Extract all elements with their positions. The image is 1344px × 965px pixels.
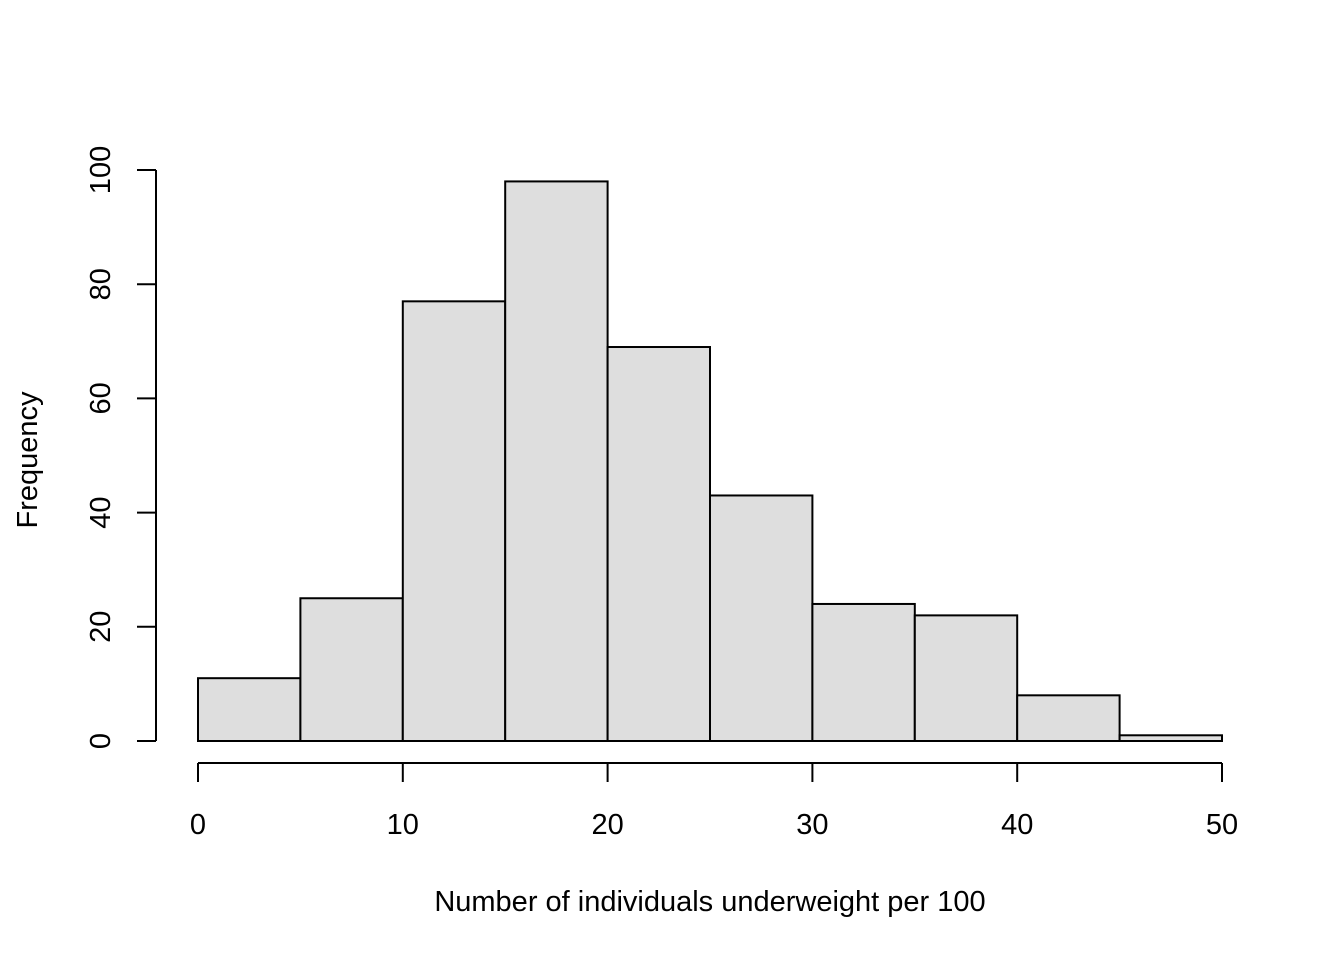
histogram-bars [197,180,1223,743]
histogram-bar-45-50 [1118,734,1223,742]
histogram-bar-0-5 [197,677,302,743]
x-tick-label: 0 [190,809,206,841]
x-axis-title: Number of individuals underweight per 10… [434,886,985,918]
x-axis: 0 10 20 30 40 50 [190,762,1238,841]
y-axis: 0 20 40 60 80 100 [85,146,157,749]
y-axis-title: Frequency [12,391,44,529]
y-tick-label: 0 [85,733,117,749]
y-tick-label: 20 [85,611,117,643]
histogram-bar-30-35 [811,602,916,743]
x-tick-label: 20 [591,809,623,841]
histogram-bar-40-45 [1016,694,1121,743]
x-tick-label: 10 [387,809,419,841]
y-tick-label: 100 [85,146,117,194]
histogram-bar-10-15 [401,300,507,742]
histogram-bar-25-30 [709,494,814,742]
histogram-bar-5-10 [299,597,404,742]
histogram-bar-35-40 [913,614,1019,743]
x-tick-label: 50 [1206,809,1238,841]
histogram-bar-15-20 [504,180,609,743]
x-tick-label: 40 [1001,809,1033,841]
y-tick-label: 60 [85,382,117,414]
histogram-bar-20-25 [606,346,711,742]
y-tick-label: 40 [85,496,117,528]
y-tick-label: 80 [85,268,117,300]
x-tick-label: 30 [796,809,828,841]
